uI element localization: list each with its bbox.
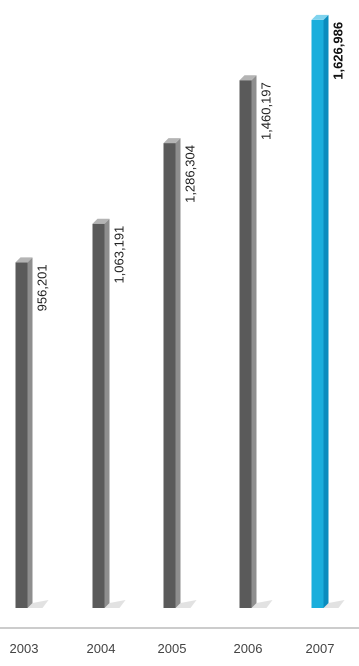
value-labels-group: 956,201 1,063,191 1,286,304 1,460,197 1,626,… [35,22,346,311]
bar-front [163,143,176,608]
x-tick-label-2004: 2004 [87,641,116,656]
bar-top [311,14,329,20]
bar-side [104,218,110,608]
value-label-2006: 1,460,197 [259,82,274,140]
bar-front [92,223,105,608]
bar-2004 [92,218,126,608]
x-tick-label-2005: 2005 [158,641,187,656]
bar-side [27,257,33,608]
x-tick-label-2003: 2003 [10,641,39,656]
bar-top [239,75,257,81]
bar-2007 [311,14,345,608]
value-label-2005: 1,286,304 [183,145,198,203]
bar-2005 [163,138,197,608]
bar-side [251,75,257,608]
bar-top [163,138,181,144]
x-tick-label-2006: 2006 [234,641,263,656]
bar-front [239,80,252,608]
value-label-2007: 1,626,986 [331,22,346,80]
bar-side [175,138,181,608]
bar-2006 [239,75,273,608]
bar-side [323,14,329,608]
value-label-2003: 956,201 [35,264,50,311]
bar-front [15,262,28,608]
bar-2003 [15,257,49,608]
bars-group [15,14,345,608]
x-tick-label-2007: 2007 [306,641,335,656]
value-label-2004: 1,063,191 [112,226,127,284]
x-tick-labels-group: 2003 2004 2005 2006 2007 [10,641,335,656]
bar-top [92,218,110,224]
bar-top [15,257,33,263]
bar-front [311,19,324,608]
